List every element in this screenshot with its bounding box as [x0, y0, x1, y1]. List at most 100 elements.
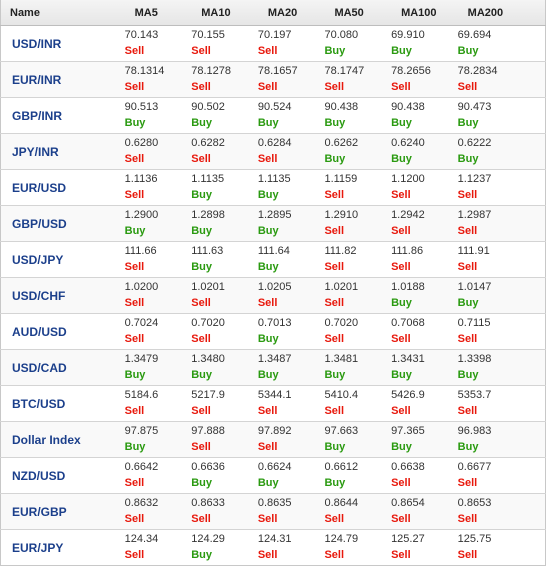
pair-link[interactable]: USD/JPY: [12, 252, 64, 267]
ma-value: 78.2656: [391, 65, 431, 77]
ma-value: 1.2987: [457, 209, 492, 221]
ma-cell: 0.7024 Sell: [123, 313, 191, 350]
signal-badge: Sell: [324, 189, 345, 201]
signal-badge: Buy: [457, 441, 479, 453]
signal-badge: Buy: [257, 117, 279, 129]
signal-badge: Sell: [191, 441, 211, 453]
ma-cell: 97.365 Buy: [390, 421, 457, 458]
ma-cell: 111.66 Sell: [123, 241, 191, 278]
ma-cell: 78.1314 Sell: [123, 61, 191, 98]
signal-badge: Sell: [124, 261, 145, 273]
signal-badge: Buy: [191, 477, 213, 489]
ma-cell: 1.1200 Sell: [390, 169, 457, 206]
signal-badge: Buy: [391, 117, 412, 129]
pair-link[interactable]: GBP/USD: [12, 216, 67, 231]
ma-value: 0.6638: [391, 461, 425, 473]
pair-link[interactable]: EUR/INR: [12, 72, 62, 87]
ma-cell: 1.1135 Buy: [190, 169, 257, 206]
ma-cell: 0.6642 Sell: [123, 457, 191, 494]
signal-badge: Sell: [457, 189, 478, 201]
ma-cell: 1.3431 Buy: [390, 349, 457, 386]
ma-value: 124.29: [191, 533, 225, 545]
signal-badge: Buy: [324, 441, 346, 453]
signal-badge: Buy: [257, 261, 279, 273]
table-header-row: Name MA5 MA10 MA20 MA50 MA100 MA200: [0, 0, 546, 26]
pair-link[interactable]: JPY/INR: [12, 144, 59, 159]
ma-cell: 1.2942 Sell: [390, 205, 457, 242]
ma-cell: 78.2834 Sell: [456, 61, 546, 98]
ma-cell: 0.6636 Buy: [190, 457, 257, 494]
pair-link[interactable]: EUR/USD: [12, 180, 67, 195]
signal-badge: Sell: [257, 405, 278, 417]
signal-badge: Buy: [391, 297, 412, 309]
signal-badge: Buy: [257, 369, 279, 381]
ma-value: 111.91: [457, 245, 490, 257]
pair-cell: EUR/INR: [0, 61, 124, 98]
pair-link[interactable]: EUR/GBP: [12, 504, 67, 519]
signal-badge: Sell: [124, 153, 145, 165]
ma-cell: 111.86 Sell: [390, 241, 457, 278]
ma-cell: 124.34 Sell: [123, 529, 191, 566]
header-name: Name: [0, 0, 124, 26]
table-row: AUD/USD 0.7024 Sell 0.7020 Sell 0.7013 Buy 0.70…: [0, 313, 546, 350]
ma-value: 5344.1: [257, 389, 292, 401]
header-ma20: MA20: [256, 0, 324, 26]
ma-value: 0.6280: [124, 137, 159, 149]
pair-cell: GBP/USD: [0, 205, 124, 242]
pair-link[interactable]: BTC/USD: [12, 396, 66, 411]
signal-badge: Buy: [257, 189, 279, 201]
signal-badge: Buy: [257, 333, 279, 345]
ma-value: 124.31: [257, 533, 292, 545]
ma-value: 111.82: [324, 245, 357, 257]
ma-value: 97.875: [124, 425, 159, 437]
pair-link[interactable]: GBP/INR: [12, 108, 63, 123]
ma-value: 1.1136: [124, 173, 158, 185]
pair-link[interactable]: EUR/JPY: [12, 540, 64, 555]
ma-value: 90.438: [324, 101, 359, 113]
pair-cell: USD/CAD: [0, 349, 124, 386]
signal-badge: Sell: [191, 297, 211, 309]
ma-cell: 1.2910 Sell: [323, 205, 391, 242]
header-ma10: MA10: [190, 0, 257, 26]
pair-cell: Dollar Index: [0, 421, 124, 458]
ma-cell: 0.7013 Buy: [256, 313, 324, 350]
pair-link[interactable]: AUD/USD: [12, 324, 67, 339]
ma-value: 1.1135: [257, 173, 291, 185]
signal-badge: Sell: [457, 225, 478, 237]
signal-badge: Sell: [124, 333, 145, 345]
signal-badge: Sell: [457, 81, 478, 93]
pair-link[interactable]: USD/CAD: [12, 360, 67, 375]
pair-link[interactable]: USD/INR: [12, 36, 62, 51]
ma-cell: 111.82 Sell: [323, 241, 391, 278]
ma-cell: 0.8632 Sell: [123, 493, 191, 530]
signal-badge: Sell: [191, 153, 211, 165]
ma-cell: 1.3487 Buy: [256, 349, 324, 386]
ma-cell: 1.0188 Buy: [390, 277, 457, 314]
signal-badge: Sell: [124, 513, 145, 525]
pair-cell: NZD/USD: [0, 457, 124, 494]
pair-link[interactable]: NZD/USD: [12, 468, 66, 483]
pair-link[interactable]: Dollar Index: [12, 432, 81, 447]
ma-value: 90.513: [124, 101, 159, 113]
ma-value: 96.983: [457, 425, 492, 437]
ma-value: 0.8654: [391, 497, 425, 509]
ma-cell: 1.0200 Sell: [123, 277, 191, 314]
table-row: BTC/USD 5184.6 Sell 5217.9 Sell 5344.1 Sell 541…: [0, 385, 546, 422]
signal-badge: Sell: [457, 405, 478, 417]
signal-badge: Sell: [257, 441, 278, 453]
ma-value: 0.8635: [257, 497, 292, 509]
ma-value: 97.888: [191, 425, 225, 437]
signal-badge: Buy: [324, 369, 346, 381]
ma-cell: 78.1747 Sell: [323, 61, 391, 98]
ma-cell: 5184.6 Sell: [123, 385, 191, 422]
signal-badge: Sell: [391, 405, 411, 417]
ma-value: 0.6240: [391, 137, 425, 149]
ma-value: 0.7020: [324, 317, 359, 329]
ma-cell: 0.6677 Sell: [456, 457, 546, 494]
pair-link[interactable]: USD/CHF: [12, 288, 66, 303]
ma-value: 0.6222: [457, 137, 492, 149]
ma-value: 1.0188: [391, 281, 425, 293]
ma-cell: 97.875 Buy: [123, 421, 191, 458]
signal-badge: Sell: [457, 549, 478, 561]
table-row: EUR/INR 78.1314 Sell 78.1278 Sell 78.1657 Sell…: [0, 61, 546, 98]
